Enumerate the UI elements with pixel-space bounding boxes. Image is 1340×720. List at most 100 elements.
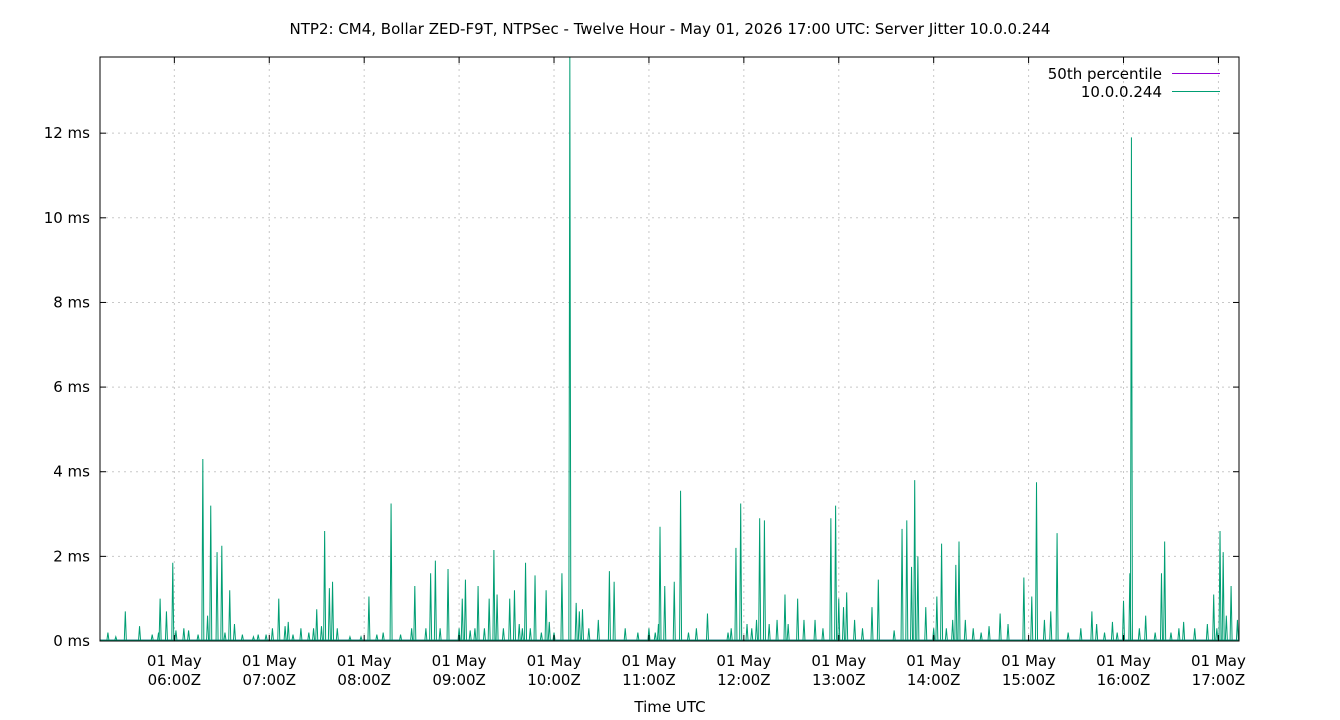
x-tick-label-date-4: 01 May <box>527 652 582 670</box>
jitter-spike-2 <box>123 611 127 641</box>
jitter-spike-74 <box>552 632 556 641</box>
jitter-spike-21 <box>240 634 244 641</box>
legend: 50th percentile 10.0.0.244 <box>1048 65 1220 101</box>
jitter-spike-119 <box>861 628 864 641</box>
jitter-spike-66 <box>517 624 521 641</box>
jitter-spike-120 <box>870 607 874 641</box>
jitter-spike-107 <box>783 594 787 641</box>
jitter-spike-35 <box>323 530 327 641</box>
x-tick-label-date-10: 01 May <box>1096 652 1151 670</box>
jitter-spike-67 <box>520 628 524 641</box>
jitter-spike-4 <box>150 634 154 641</box>
jitter-spike-137 <box>971 628 975 641</box>
jitter-spike-70 <box>533 575 537 641</box>
jitter-spike-17 <box>220 545 224 641</box>
jitter-spike-23 <box>256 634 260 641</box>
jitter-spike-52 <box>446 569 450 641</box>
jitter-spike-122 <box>892 630 896 641</box>
jitter-spike-15 <box>209 505 213 641</box>
jitter-spike-155 <box>1122 600 1126 641</box>
jitter-spike-22 <box>251 635 255 641</box>
jitter-spike-128 <box>924 607 928 641</box>
jitter-spike-10 <box>182 628 186 641</box>
jitter-spike-37 <box>331 581 335 641</box>
jitter-spike-9 <box>174 630 178 641</box>
y-tick-label-4: 8 ms <box>53 293 90 311</box>
jitter-spike-168 <box>1212 594 1216 641</box>
x-tick-label-date-0: 01 May <box>147 652 202 670</box>
x-tick-label-date-1: 01 May <box>242 652 297 670</box>
jitter-spike-118 <box>853 619 857 641</box>
jitter-spike-13 <box>201 459 205 641</box>
jitter-spike-86 <box>647 628 651 641</box>
jitter-spike-20 <box>232 624 236 641</box>
jitter-spike-3 <box>138 626 142 641</box>
jitter-spike-46 <box>410 628 414 641</box>
jitter-spike-47 <box>413 585 417 641</box>
x-tick-label-time-2: 08:00Z <box>337 671 391 689</box>
y-tick-label-2: 4 ms <box>53 463 90 481</box>
jitter-spike-96 <box>726 632 730 641</box>
jitter-spike-166 <box>1193 628 1197 641</box>
jitter-spike-76 <box>568 57 572 641</box>
jitter-spike-159 <box>1144 615 1148 641</box>
jitter-spike-138 <box>979 632 983 641</box>
y-tick-label-1: 2 ms <box>53 547 90 565</box>
jitter-spike-85 <box>636 632 640 641</box>
jitter-spike-125 <box>910 566 914 641</box>
y-tick-label-6: 12 ms <box>44 124 90 142</box>
legend-label-50th-percentile: 50th percentile <box>1048 65 1162 83</box>
jitter-spike-144 <box>1035 482 1039 641</box>
jitter-spike-79 <box>580 609 584 641</box>
jitter-spike-129 <box>932 628 936 641</box>
jitter-spike-147 <box>1055 533 1059 641</box>
grid <box>100 57 1239 641</box>
jitter-spike-14 <box>206 615 210 641</box>
jitter-spike-101 <box>750 628 754 641</box>
jitter-spike-61 <box>492 550 496 641</box>
jitter-spike-94 <box>694 628 698 641</box>
jitter-spike-26 <box>277 598 281 641</box>
jitter-spike-36 <box>327 588 331 641</box>
jitter-spike-32 <box>312 628 316 641</box>
y-tick-label-0: 0 ms <box>53 632 90 650</box>
jitter-spike-25 <box>270 628 274 641</box>
x-tick-label-time-9: 15:00Z <box>1002 671 1056 689</box>
jitter-spike-27 <box>283 626 287 641</box>
x-tick-label-date-2: 01 May <box>337 652 392 670</box>
x-tick-label-date-5: 01 May <box>621 652 676 670</box>
jitter-spike-6 <box>158 598 162 641</box>
jitter-spike-170 <box>1218 530 1222 641</box>
jitter-spike-78 <box>577 611 581 641</box>
jitter-spike-134 <box>954 564 958 641</box>
jitter-spike-164 <box>1177 628 1181 641</box>
jitter-spike-95 <box>705 613 709 641</box>
jitter-spike-102 <box>755 619 759 641</box>
jitter-spike-64 <box>508 598 512 641</box>
jitter-spike-82 <box>607 571 611 641</box>
jitter-spike-54 <box>460 598 464 641</box>
jitter-spike-174 <box>1235 619 1239 641</box>
jitter-spike-73 <box>547 621 551 641</box>
x-tick-label-date-8: 01 May <box>906 652 961 670</box>
jitter-spike-133 <box>951 619 955 641</box>
x-axis-label: Time UTC <box>633 698 705 716</box>
jitter-spike-126 <box>913 480 917 641</box>
jitter-spike-75 <box>560 573 564 641</box>
x-tick-label-date-7: 01 May <box>811 652 866 670</box>
jitter-spike-131 <box>940 543 944 641</box>
jitter-spike-109 <box>796 598 800 641</box>
jitter-spike-113 <box>829 518 833 641</box>
jitter-spike-97 <box>729 628 733 641</box>
jitter-spike-7 <box>164 611 168 641</box>
x-tick-label-date-3: 01 May <box>432 652 487 670</box>
jitter-spike-110 <box>802 619 806 641</box>
x-tick-label-date-6: 01 May <box>716 652 771 670</box>
x-tick-label-time-4: 10:00Z <box>527 671 581 689</box>
x-tick-label-time-10: 16:00Z <box>1097 671 1151 689</box>
jitter-spike-161 <box>1159 573 1163 641</box>
jitter-spike-29 <box>291 634 295 641</box>
jitter-spike-142 <box>1022 577 1026 641</box>
jitter-spike-139 <box>987 626 991 641</box>
jitter-spike-115 <box>837 598 841 641</box>
